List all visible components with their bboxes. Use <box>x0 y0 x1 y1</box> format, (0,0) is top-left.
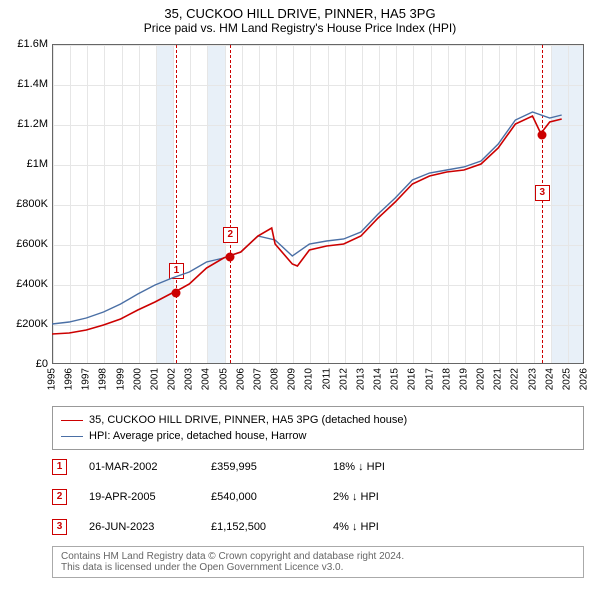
footer-line2: This data is licensed under the Open Gov… <box>61 562 575 573</box>
footer-line1: Contains HM Land Registry data © Crown c… <box>61 551 575 562</box>
page-title: 35, CUCKOO HILL DRIVE, PINNER, HA5 3PG <box>0 0 600 21</box>
x-tick-label: 2026 <box>579 368 590 390</box>
series-line <box>52 116 562 334</box>
x-tick-label: 2004 <box>201 368 212 390</box>
x-tick-label: 2011 <box>321 368 332 390</box>
x-tick-label: 2002 <box>167 368 178 390</box>
legend: 35, CUCKOO HILL DRIVE, PINNER, HA5 3PG (… <box>52 406 584 450</box>
x-tick-label: 2014 <box>373 368 384 390</box>
sale-price: £1,152,500 <box>211 521 311 533</box>
x-tick-label: 2003 <box>184 368 195 390</box>
x-tick-label: 2008 <box>270 368 281 390</box>
sale-delta: 18% ↓ HPI <box>333 461 385 473</box>
y-tick-label: £800K <box>16 198 48 210</box>
legend-swatch <box>61 436 83 437</box>
x-tick-label: 2001 <box>149 368 160 390</box>
x-tick-label: 1996 <box>64 368 75 390</box>
marker-box: 1 <box>52 459 67 475</box>
x-tick-label: 1999 <box>115 368 126 390</box>
y-tick-label: £600K <box>16 238 48 250</box>
sales-row: 3 26-JUN-2023 £1,152,500 4% ↓ HPI <box>52 512 584 542</box>
sale-delta: 2% ↓ HPI <box>333 491 379 503</box>
x-tick-label: 2022 <box>510 368 521 390</box>
series-line <box>52 112 562 324</box>
x-tick-label: 2000 <box>132 368 143 390</box>
x-tick-label: 2013 <box>355 368 366 390</box>
sales-table: 1 01-MAR-2002 £359,995 18% ↓ HPI 2 19-APR-200… <box>52 452 584 542</box>
sale-date: 19-APR-2005 <box>89 491 189 503</box>
footer: Contains HM Land Registry data © Crown c… <box>52 546 584 578</box>
legend-label: 35, CUCKOO HILL DRIVE, PINNER, HA5 3PG (… <box>89 414 407 426</box>
page-subtitle: Price paid vs. HM Land Registry's House … <box>0 21 600 39</box>
x-tick-label: 2015 <box>390 368 401 390</box>
x-tick-label: 1997 <box>81 368 92 390</box>
x-tick-label: 2019 <box>458 368 469 390</box>
sale-date: 26-JUN-2023 <box>89 521 189 533</box>
sale-price: £540,000 <box>211 491 311 503</box>
x-tick-label: 2012 <box>338 368 349 390</box>
x-tick-label: 1998 <box>98 368 109 390</box>
y-tick-label: £1M <box>27 158 48 170</box>
legend-label: HPI: Average price, detached house, Harr… <box>89 430 306 442</box>
marker-box: 2 <box>52 489 67 505</box>
x-tick-label: 2024 <box>544 368 555 390</box>
x-tick-label: 2023 <box>527 368 538 390</box>
x-tick-label: 2010 <box>304 368 315 390</box>
x-tick-label: 2007 <box>252 368 263 390</box>
sales-row: 1 01-MAR-2002 £359,995 18% ↓ HPI <box>52 452 584 482</box>
sale-delta: 4% ↓ HPI <box>333 521 379 533</box>
x-tick-label: 1995 <box>47 368 58 390</box>
y-tick-label: £200K <box>16 318 48 330</box>
x-tick-label: 2009 <box>287 368 298 390</box>
legend-row: HPI: Average price, detached house, Harr… <box>61 428 575 444</box>
x-tick-label: 2020 <box>476 368 487 390</box>
x-tick-label: 2005 <box>218 368 229 390</box>
y-tick-label: £400K <box>16 278 48 290</box>
y-tick-label: £1.2M <box>17 118 48 130</box>
sale-date: 01-MAR-2002 <box>89 461 189 473</box>
y-tick-label: £1.6M <box>17 38 48 50</box>
sale-price: £359,995 <box>211 461 311 473</box>
x-tick-label: 2017 <box>424 368 435 390</box>
y-tick-label: £1.4M <box>17 78 48 90</box>
legend-swatch <box>61 420 83 421</box>
x-tick-label: 2018 <box>441 368 452 390</box>
x-tick-label: 2006 <box>235 368 246 390</box>
x-tick-label: 2025 <box>561 368 572 390</box>
marker-box: 3 <box>52 519 67 535</box>
x-tick-label: 2021 <box>493 368 504 390</box>
x-tick-label: 2016 <box>407 368 418 390</box>
legend-row: 35, CUCKOO HILL DRIVE, PINNER, HA5 3PG (… <box>61 412 575 428</box>
chart: 123 <box>52 44 584 364</box>
sales-row: 2 19-APR-2005 £540,000 2% ↓ HPI <box>52 482 584 512</box>
